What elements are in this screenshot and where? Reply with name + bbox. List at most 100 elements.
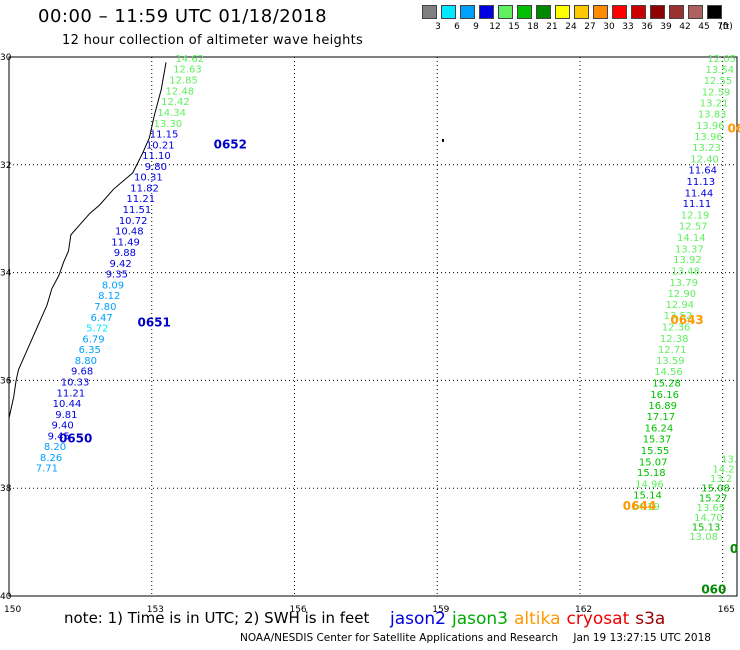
wave-height-value: 7.71 bbox=[36, 464, 58, 475]
scale-swatch bbox=[650, 5, 665, 19]
scale-label: 42 bbox=[679, 22, 691, 32]
wave-height-value: 13.83 bbox=[698, 110, 727, 121]
scale-swatch bbox=[479, 5, 494, 19]
scale-swatch bbox=[536, 5, 551, 19]
scale-label: 15 bbox=[508, 22, 520, 32]
wave-height-value: 16.24 bbox=[645, 423, 674, 434]
wave-height-value: 8.09 bbox=[102, 280, 124, 291]
wave-height-value: 13.30 bbox=[154, 119, 183, 130]
scale-label: 21 bbox=[546, 22, 558, 32]
wave-height-value: 12.19 bbox=[681, 210, 710, 221]
wave-height-value: 15.08 bbox=[701, 484, 730, 495]
pass-time-label: 0643 bbox=[670, 313, 703, 327]
wave-height-value: 13.65 bbox=[696, 503, 725, 514]
wave-height-value: 13.37 bbox=[675, 244, 704, 255]
wave-height-value: 9.88 bbox=[114, 248, 136, 259]
longitude-label: 150 bbox=[4, 605, 21, 615]
wave-height-value: 9.42 bbox=[109, 259, 131, 270]
wave-height-value: 10.31 bbox=[134, 173, 163, 184]
wave-height-value: 14.19 bbox=[631, 502, 660, 513]
scale-label: 70 bbox=[717, 22, 729, 32]
footer: NOAA/NESDIS Center for Satellite Applica… bbox=[240, 632, 723, 644]
wave-height-value: 11.21 bbox=[126, 194, 155, 205]
wave-height-value: 15.18 bbox=[637, 468, 666, 479]
footer-timestamp: Jan 19 13:27:15 UTC 2018 bbox=[573, 632, 711, 644]
wave-height-value: 12.94 bbox=[666, 300, 695, 311]
wave-height-value: 9.45 bbox=[48, 431, 70, 442]
wave-height-value: 13. bbox=[721, 455, 737, 466]
pass-time-label: 0650 bbox=[59, 431, 92, 445]
wave-height-value: 10.72 bbox=[119, 216, 148, 227]
scale-label: 30 bbox=[603, 22, 615, 32]
pass-time-label: 0651 bbox=[137, 316, 170, 330]
wave-height-value: 13.59 bbox=[656, 356, 685, 367]
pass-time-label: 060 bbox=[701, 582, 726, 596]
scale-swatch bbox=[574, 5, 589, 19]
wave-height-value: 12.63 bbox=[173, 64, 202, 75]
scale-label: 33 bbox=[622, 22, 634, 32]
wave-height-value: 5.72 bbox=[86, 324, 108, 335]
wave-height-value: 10.44 bbox=[53, 399, 82, 410]
wave-height-value: 11.11 bbox=[683, 199, 712, 210]
scale-label: 27 bbox=[584, 22, 596, 32]
wave-height-value: 8.12 bbox=[98, 291, 120, 302]
pass-time-label: 0644 bbox=[623, 499, 656, 513]
wave-height-value: 15.13 bbox=[692, 522, 721, 533]
legend-note: note: 1) Time is in UTC; 2) SWH is in fe… bbox=[64, 609, 370, 627]
scale-label: 45 bbox=[698, 22, 710, 32]
longitude-label: 156 bbox=[289, 605, 306, 615]
pass-time-label: 0 bbox=[730, 542, 738, 556]
wave-height-value: 12.36 bbox=[662, 323, 691, 334]
wave-height-value: 13.92 bbox=[673, 255, 702, 266]
latitude-label: 32 bbox=[0, 161, 11, 171]
satellite-legend-item: jason3 bbox=[452, 609, 508, 629]
wave-height-value: 12.42 bbox=[161, 97, 190, 108]
scale-label: 24 bbox=[565, 22, 577, 32]
longitude-label: 165 bbox=[718, 605, 735, 615]
wave-height-value: 13.2 bbox=[710, 474, 732, 485]
wave-height-value: 14.96 bbox=[635, 479, 664, 490]
wave-height-value: 9.35 bbox=[106, 270, 128, 281]
wave-height-value: 15.27 bbox=[699, 493, 728, 504]
scale-unit: (ft) bbox=[719, 22, 733, 32]
pass-time-label: 0652 bbox=[214, 138, 247, 152]
scale-label: 36 bbox=[641, 22, 653, 32]
wave-height-value: 13.54 bbox=[706, 65, 735, 76]
wave-height-value: 14.56 bbox=[654, 367, 683, 378]
coastline bbox=[8, 62, 167, 451]
footer-credit: NOAA/NESDIS Center for Satellite Applica… bbox=[240, 632, 558, 644]
wave-height-value: 11.49 bbox=[111, 237, 140, 248]
wave-height-value: 12.59 bbox=[702, 87, 731, 98]
wave-height-value: 12.57 bbox=[679, 222, 708, 233]
scale-swatch bbox=[707, 5, 722, 19]
latitude-label: 40 bbox=[0, 592, 12, 602]
wave-height-value: 11.51 bbox=[123, 205, 152, 216]
wave-height-value: 15.14 bbox=[633, 491, 662, 502]
wave-height-value: 13.52 bbox=[664, 311, 693, 322]
scale-swatch bbox=[612, 5, 627, 19]
latitude-label: 38 bbox=[0, 484, 12, 494]
wave-height-value: 12.71 bbox=[658, 345, 687, 356]
wave-height-value: 13.79 bbox=[669, 278, 698, 289]
satellite-legend-item: cryosat bbox=[566, 609, 630, 629]
wave-height-value: 14.70 bbox=[694, 513, 723, 524]
scale-swatch bbox=[460, 5, 475, 19]
satellite-legend-item: altika bbox=[514, 609, 561, 629]
wave-height-value: 11.10 bbox=[142, 151, 171, 162]
wave-height-value: 16.16 bbox=[650, 390, 679, 401]
wave-height-value: 11.64 bbox=[688, 166, 717, 177]
wave-height-value: 14.2 bbox=[712, 464, 734, 475]
scale-swatch bbox=[631, 5, 646, 19]
scale-swatch bbox=[688, 5, 703, 19]
wave-height-value: 7.80 bbox=[94, 302, 116, 313]
wave-height-value: 8.26 bbox=[40, 453, 62, 464]
wave-height-value: 10.21 bbox=[146, 140, 175, 151]
wave-height-value: 11.13 bbox=[686, 177, 715, 188]
wave-height-value: 12.85 bbox=[169, 76, 198, 87]
wave-height-value: 13.23 bbox=[692, 143, 721, 154]
scale-label: 6 bbox=[454, 22, 460, 32]
wave-height-value: 15.28 bbox=[652, 379, 681, 390]
satellite-legend-item: jason2 bbox=[390, 609, 446, 629]
wave-height-value: 6.35 bbox=[79, 345, 101, 356]
